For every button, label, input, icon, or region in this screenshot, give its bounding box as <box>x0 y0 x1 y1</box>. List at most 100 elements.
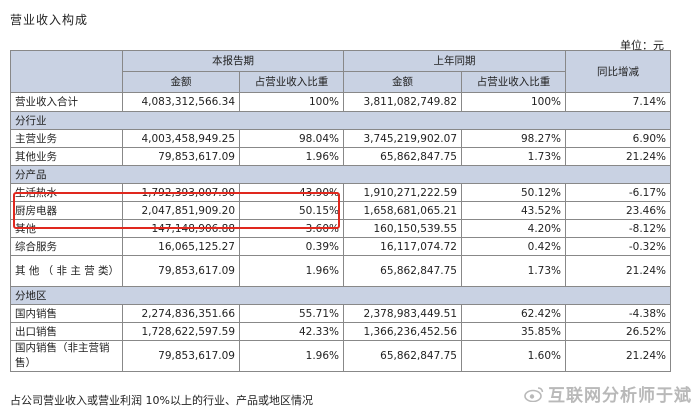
table-row: 生活热水 1,792,393,007.90 43.90% 1,910,271,2… <box>10 183 671 202</box>
header-prior-period: 上年同期 <box>343 50 566 72</box>
prior-share: 1.73% <box>461 255 566 287</box>
cur-share: 50.15% <box>239 201 344 220</box>
table-row: 综合服务 16,065,125.27 0.39% 16,117,074.72 0… <box>10 237 671 256</box>
header-current-period: 本报告期 <box>122 50 344 72</box>
row-label: 综合服务 <box>10 237 123 256</box>
section-label: 分行业 <box>10 111 671 130</box>
yoy-change: -4.38% <box>565 304 671 323</box>
prior-amount: 3,745,219,902.07 <box>343 129 462 148</box>
section-row-region: 分地区 <box>10 286 671 305</box>
table-row: 其 他 （ 非 主 营 类） 79,853,617.09 1.96% 65,86… <box>10 255 671 287</box>
table-row: 其他业务 79,853,617.09 1.96% 65,862,847.75 1… <box>10 147 671 166</box>
section-row-product: 分产品 <box>10 165 671 184</box>
table-row: 厨房电器 2,047,851,909.20 50.15% 1,658,681,0… <box>10 201 671 220</box>
section-label: 分地区 <box>10 286 671 305</box>
cur-share: 1.96% <box>239 340 344 372</box>
prior-amount: 16,117,074.72 <box>343 237 462 256</box>
prior-share: 50.12% <box>461 183 566 202</box>
cur-share: 100% <box>239 92 344 112</box>
row-label: 营业收入合计 <box>10 92 123 112</box>
header-row-1: 本报告期 上年同期 同比增减 <box>10 50 671 93</box>
row-label: 其他业务 <box>10 147 123 166</box>
cur-share: 3.60% <box>239 219 344 238</box>
section-title: 营业收入构成 <box>10 13 89 27</box>
header-prior-amount: 金额 <box>343 71 462 93</box>
row-label: 生活热水 <box>10 183 123 202</box>
yoy-change: 21.24% <box>565 255 671 287</box>
cur-share: 43.90% <box>239 183 344 202</box>
prior-amount: 1,910,271,222.59 <box>343 183 462 202</box>
yoy-change: -0.32% <box>565 237 671 256</box>
table-row: 出口销售 1,728,622,597.59 42.33% 1,366,236,4… <box>10 322 671 341</box>
prior-share: 1.60% <box>461 340 566 372</box>
prior-amount: 65,862,847.75 <box>343 147 462 166</box>
table-row: 其他 147,148,906.88 3.60% 160,150,539.55 4… <box>10 219 671 238</box>
prior-share: 62.42% <box>461 304 566 323</box>
row-label: 主营业务 <box>10 129 123 148</box>
cur-amount: 2,047,851,909.20 <box>122 201 240 220</box>
yoy-change: 6.90% <box>565 129 671 148</box>
cur-amount: 79,853,617.09 <box>122 147 240 166</box>
row-label: 出口销售 <box>10 322 123 341</box>
yoy-change: 23.46% <box>565 201 671 220</box>
yoy-change: -6.17% <box>565 183 671 202</box>
section-row-industry: 分行业 <box>10 111 671 130</box>
watermark-text: 互联网分析师于斌 <box>548 386 692 406</box>
header-blank <box>10 50 123 93</box>
total-row: 营业收入合计 4,083,312,566.34 100% 3,811,082,7… <box>10 92 671 112</box>
prior-amount: 65,862,847.75 <box>343 340 462 372</box>
prior-amount: 2,378,983,449.51 <box>343 304 462 323</box>
yoy-change: 21.24% <box>565 340 671 372</box>
row-label: 国内销售（非主营销售） <box>10 340 123 372</box>
revenue-table: 本报告期 上年同期 同比增减 金额 占营业收入比重 金额 占营业收入比重 营业收… <box>10 50 671 372</box>
cur-share: 98.04% <box>239 129 344 148</box>
prior-share: 43.52% <box>461 201 566 220</box>
header-row-2: 金额 占营业收入比重 金额 占营业收入比重 <box>11 71 671 93</box>
cur-amount: 2,274,836,351.66 <box>122 304 240 323</box>
prior-share: 98.27% <box>461 129 566 148</box>
cur-share: 1.96% <box>239 147 344 166</box>
header-prior-share: 占营业收入比重 <box>461 71 566 93</box>
cur-share: 0.39% <box>239 237 344 256</box>
prior-amount: 3,811,082,749.82 <box>343 92 462 112</box>
prior-amount: 1,366,236,452.56 <box>343 322 462 341</box>
cur-amount: 147,148,906.88 <box>122 219 240 238</box>
header-yoy: 同比增减 <box>565 50 671 93</box>
cur-share: 42.33% <box>239 322 344 341</box>
prior-share: 100% <box>461 92 566 112</box>
header-cur-share: 占营业收入比重 <box>239 71 344 93</box>
cur-amount: 79,853,617.09 <box>122 255 240 287</box>
prior-share: 1.73% <box>461 147 566 166</box>
cur-amount: 4,003,458,949.25 <box>122 129 240 148</box>
prior-share: 0.42% <box>461 237 566 256</box>
cur-amount: 1,728,622,597.59 <box>122 322 240 341</box>
table-row: 国内销售 2,274,836,351.66 55.71% 2,378,983,4… <box>10 304 671 323</box>
yoy-change: 7.14% <box>565 92 671 112</box>
cur-share: 1.96% <box>239 255 344 287</box>
weibo-icon <box>524 386 544 402</box>
table-row: 主营业务 4,003,458,949.25 98.04% 3,745,219,9… <box>10 129 671 148</box>
row-label: 其 他 （ 非 主 营 类） <box>10 255 123 287</box>
row-label: 国内销售 <box>10 304 123 323</box>
row-label: 其他 <box>10 219 123 238</box>
cur-amount: 4,083,312,566.34 <box>122 92 240 112</box>
yoy-change: 21.24% <box>565 147 671 166</box>
prior-amount: 1,658,681,065.21 <box>343 201 462 220</box>
header-cur-amount: 金额 <box>122 71 240 93</box>
row-label: 厨房电器 <box>10 201 123 220</box>
yoy-change: -8.12% <box>565 219 671 238</box>
section-label: 分产品 <box>10 165 671 184</box>
cur-amount: 16,065,125.27 <box>122 237 240 256</box>
watermark: 互联网分析师于斌 <box>524 381 692 406</box>
yoy-change: 26.52% <box>565 322 671 341</box>
cur-amount: 1,792,393,007.90 <box>122 183 240 202</box>
prior-amount: 160,150,539.55 <box>343 219 462 238</box>
footer-note: 占公司营业收入或营业利润 10%以上的行业、产品或地区情况 <box>10 394 313 407</box>
prior-share: 4.20% <box>461 219 566 238</box>
unit-label: 单位：元 <box>620 39 664 52</box>
cur-amount: 79,853,617.09 <box>122 340 240 372</box>
cur-share: 55.71% <box>239 304 344 323</box>
prior-share: 35.85% <box>461 322 566 341</box>
table-row: 国内销售（非主营销售） 79,853,617.09 1.96% 65,862,8… <box>10 340 671 372</box>
prior-amount: 65,862,847.75 <box>343 255 462 287</box>
